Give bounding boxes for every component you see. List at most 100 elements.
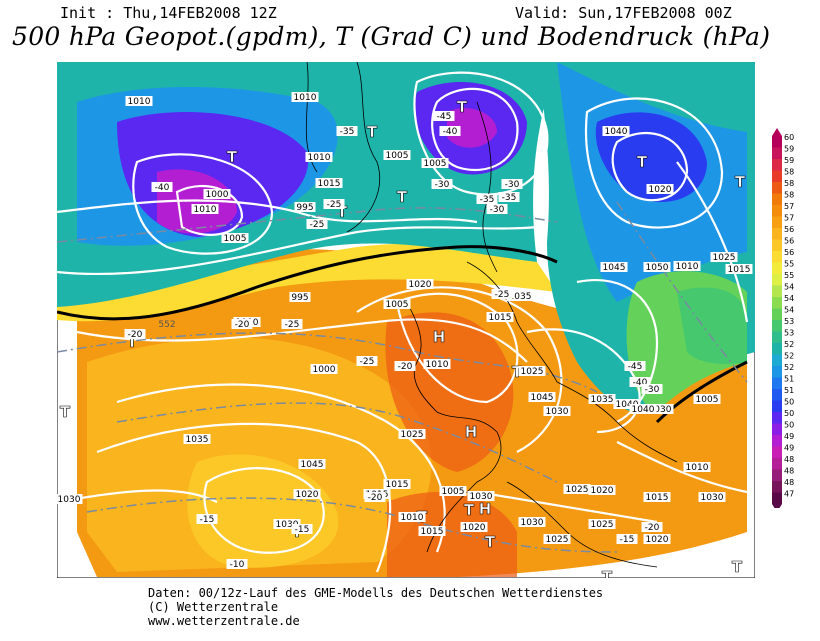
temperature-label: -25	[327, 200, 342, 210]
temperature-label-box	[196, 514, 218, 524]
legend-swatch	[772, 239, 782, 251]
legend-swatch	[772, 285, 782, 297]
pressure-label: 1045	[531, 393, 554, 403]
legend-level-label: 548	[784, 283, 794, 292]
legend-level-label: 504	[784, 409, 794, 418]
legend-level-label: 592	[784, 156, 794, 165]
pressure-label-box	[518, 517, 546, 527]
legend-level-label: 580	[784, 191, 794, 200]
pressure-label: 1030	[521, 518, 544, 528]
low-pressure-marker: T	[367, 123, 378, 141]
temperature-label: -25	[360, 357, 375, 367]
legend-swatch	[772, 205, 782, 217]
pressure-label: 1010	[128, 97, 151, 107]
pressure-label: 1000	[206, 190, 229, 200]
legend-level-label: 584	[784, 179, 794, 188]
legend-swatch	[772, 297, 782, 309]
pressure-label-box	[588, 485, 616, 495]
temperature-label-box	[323, 199, 345, 209]
legend-level-label: 572	[784, 214, 794, 223]
pressure-label: 1020	[463, 523, 486, 533]
legend-level-label: 528	[784, 340, 794, 349]
pressure-label-box	[398, 512, 426, 522]
legend-level-label: 536	[784, 317, 794, 326]
legend-level-label: 600	[784, 133, 794, 142]
pressure-label: 1010	[401, 513, 424, 523]
pressure-label-box	[693, 394, 721, 404]
pressure-label-box	[57, 494, 83, 504]
pressure-label-box	[294, 202, 316, 212]
legend-level-label: 476	[784, 490, 794, 499]
pressure-label: 1045	[603, 263, 626, 273]
temperature-label-box	[501, 179, 523, 189]
pressure-label: 1020	[646, 535, 669, 545]
pressure-label: 1025	[521, 367, 544, 377]
pressure-label: 1015	[646, 493, 669, 503]
pressure-label-box	[398, 429, 426, 439]
pressure-label-box	[673, 261, 701, 271]
pressure-label-box	[421, 158, 449, 168]
low-pressure-marker: T	[227, 148, 238, 166]
temperature-label-box	[364, 492, 386, 502]
legend-min-arrow	[772, 504, 782, 508]
legend-level-label: 520	[784, 363, 794, 372]
legend-max-arrow	[772, 128, 782, 136]
pressure-label: 1005	[386, 151, 409, 161]
low-pressure-marker: T	[512, 363, 523, 381]
map-symbols: HHHTTTTTTTTTTTTTTTT101010101005101010051…	[57, 92, 753, 578]
pressure-label-box	[125, 96, 153, 106]
temperature-label-box	[641, 522, 663, 532]
legend-level-label: 588	[784, 168, 794, 177]
legend-level-label: 524	[784, 352, 794, 361]
pressure-label: 1040	[632, 405, 655, 415]
pressure-label: 995	[291, 293, 308, 303]
pressure-label-box	[646, 184, 674, 194]
coastlines	[305, 62, 678, 568]
temperature-label-box	[306, 219, 328, 229]
pressure-label: 1030	[58, 495, 81, 505]
temperature-label-box	[498, 192, 520, 202]
pressure-label-box	[383, 150, 411, 160]
valid-time: Valid: Sun,17FEB2008 00Z	[515, 4, 732, 22]
pressure-label: 1015	[728, 265, 751, 275]
temperature-label: -20	[645, 523, 660, 533]
legend-swatch	[772, 458, 782, 470]
pressure-label-box	[439, 486, 467, 496]
pressure-label: 1040	[605, 127, 628, 137]
pressure-label: 1005	[424, 159, 447, 169]
legend-level-label: 508	[784, 398, 794, 407]
pressure-label: 1035	[509, 292, 532, 302]
temperature-label: -25	[495, 290, 510, 300]
legend-level-label: 544	[784, 294, 794, 303]
legend-swatch	[772, 389, 782, 401]
temperature-label: -40	[155, 183, 170, 193]
temperature-label: -15	[200, 515, 215, 525]
legend-swatch	[772, 136, 782, 148]
pressure-label: 1015	[318, 179, 341, 189]
legend-level-label: 500	[784, 421, 794, 430]
temperature-label: -10	[230, 560, 245, 570]
legend-level-label: 516	[784, 375, 794, 384]
legend-swatch	[772, 412, 782, 424]
temperature-label: -30	[435, 180, 450, 190]
legend-swatch	[772, 320, 782, 332]
legend-swatch	[772, 216, 782, 228]
legend-swatch	[772, 331, 782, 343]
legend-swatch	[772, 251, 782, 263]
temperature-label: -30	[490, 205, 505, 215]
isoline-552-label: 552	[158, 320, 175, 330]
pressure-label: 1035	[591, 395, 614, 405]
pressure-label: 1025	[566, 485, 589, 495]
temperature-label: -20	[398, 362, 413, 372]
pressure-label-box	[646, 404, 674, 414]
high-pressure-marker: H	[479, 500, 492, 518]
chart-title: 500 hPa Geopot.(gpdm), T (Grad C) und Bo…	[12, 22, 771, 51]
temperature-label-box	[281, 319, 303, 329]
pressure-label: 1030	[649, 405, 672, 415]
pressure-label-box	[183, 434, 211, 444]
temperature-label-box	[124, 329, 146, 339]
temperature-label: -40	[633, 378, 648, 388]
legend-swatch	[772, 343, 782, 355]
pressure-label: 1020	[591, 486, 614, 496]
pressure-label: 1030	[276, 520, 299, 530]
